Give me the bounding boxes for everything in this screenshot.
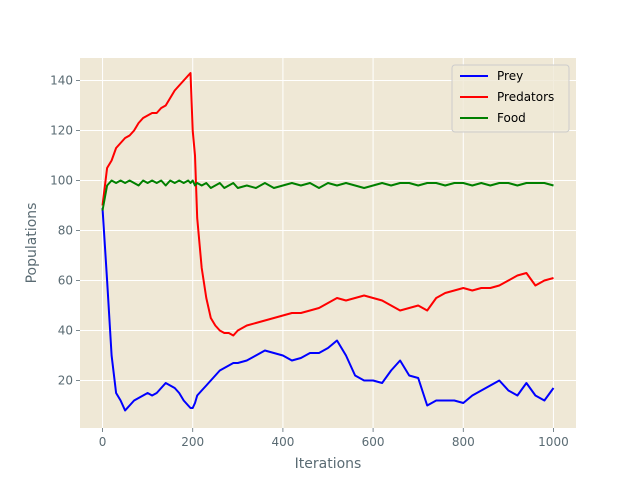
legend-label-prey: Prey: [497, 69, 523, 83]
x-axis-label: Iterations: [295, 456, 362, 472]
y-axis-label: Populations: [24, 203, 40, 284]
y-tick-label: 40: [58, 324, 73, 338]
y-tick-label: 140: [50, 74, 73, 88]
y-tick-label: 120: [50, 124, 73, 138]
grid-lines: [80, 58, 576, 428]
y-tick-label: 60: [58, 274, 73, 288]
x-tick-label: 400: [271, 435, 294, 449]
x-tick-label: 1000: [538, 435, 569, 449]
legend: Prey Predators Food: [451, 64, 570, 133]
y-tick-label: 20: [58, 374, 73, 388]
x-tick-label: 200: [181, 435, 204, 449]
legend-box: [451, 64, 570, 133]
y-tick-label: 80: [58, 224, 73, 238]
axis-ticks: 0 200 400 600 800 1000 20 40 60 80 100 120 140: [50, 74, 569, 450]
legend-label-food: Food: [497, 111, 526, 125]
x-tick-label: 600: [362, 435, 385, 449]
series-line-food: [101, 179, 554, 211]
series-lines: [101, 72, 555, 412]
x-tick-label: 800: [452, 435, 475, 449]
y-tick-label: 100: [50, 174, 73, 188]
x-tick-label: 0: [99, 435, 107, 449]
series-line-prey: [101, 207, 555, 412]
series-line-predators: [101, 72, 554, 337]
legend-label-predators: Predators: [497, 90, 554, 104]
